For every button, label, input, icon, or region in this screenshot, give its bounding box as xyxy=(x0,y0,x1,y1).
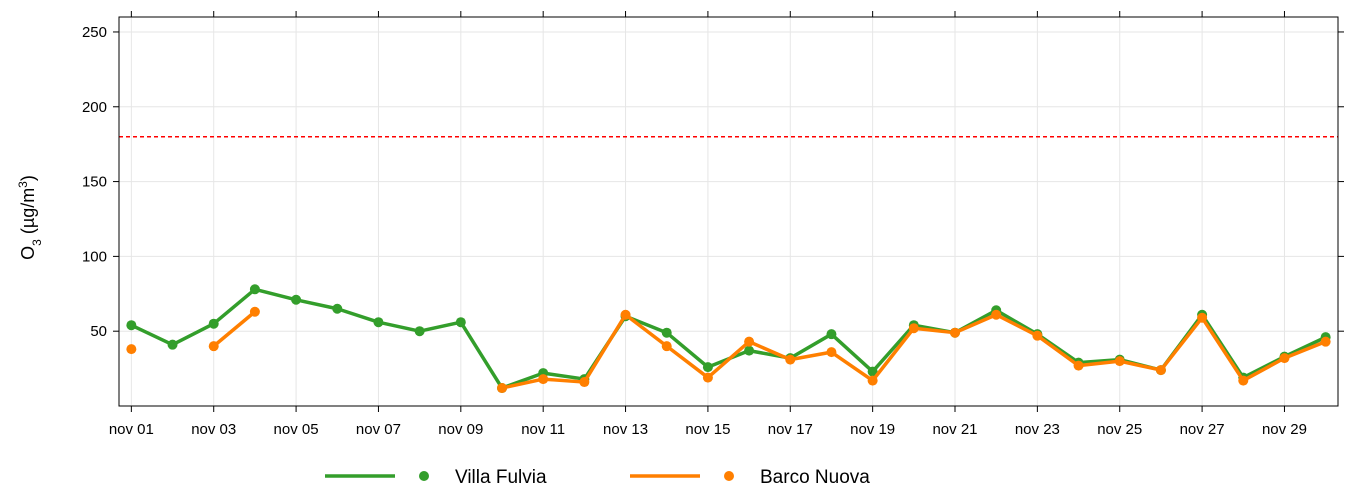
axes: nov 01 nov 03 nov 05 nov 07 nov 09 nov 11 nov … xyxy=(82,11,1344,438)
data-point xyxy=(579,377,590,388)
x-tick-label: nov 05 xyxy=(274,421,319,438)
grid-lines xyxy=(119,17,1338,406)
y-tick-label: 150 xyxy=(82,174,107,191)
y-tick-label: 200 xyxy=(82,99,107,116)
series-line xyxy=(211,309,257,348)
data-point xyxy=(126,344,137,355)
data-point xyxy=(455,317,466,328)
data-point xyxy=(1238,375,1249,386)
data-point xyxy=(744,345,755,356)
y-axis-title: O3 (µg/m3) xyxy=(16,175,44,260)
y-tick-label: 50 xyxy=(90,323,107,340)
ylabel-sup: 3 xyxy=(16,181,30,188)
data-point xyxy=(744,336,755,347)
y-tick-label: 250 xyxy=(82,24,107,41)
data-point xyxy=(785,354,796,365)
data-point xyxy=(332,303,343,314)
data-point xyxy=(1320,336,1331,347)
data-point xyxy=(414,326,425,337)
series-villa-fulvia xyxy=(126,284,1331,394)
ylabel-sub: 3 xyxy=(30,239,44,246)
data-point xyxy=(867,375,878,386)
data-point xyxy=(496,383,507,394)
x-tick-label: nov 27 xyxy=(1180,421,1225,438)
data-point xyxy=(208,341,219,352)
data-point xyxy=(1279,353,1290,364)
data-point xyxy=(867,366,878,377)
data-point xyxy=(826,329,837,340)
x-tick-label: nov 01 xyxy=(109,421,154,438)
data-point xyxy=(1032,330,1043,341)
data-point xyxy=(1073,360,1084,371)
x-tick-label: nov 09 xyxy=(438,421,483,438)
x-tick-label: nov 19 xyxy=(850,421,895,438)
data-point xyxy=(249,306,260,317)
legend-label: Villa Fulvia xyxy=(455,467,547,488)
x-tick-label: nov 03 xyxy=(191,421,236,438)
legend-item: Barco Nuova xyxy=(630,467,870,488)
data-point xyxy=(826,347,837,358)
data-point xyxy=(538,374,549,385)
x-tick-label: nov 29 xyxy=(1262,421,1307,438)
series-layer xyxy=(126,284,1331,394)
x-tick-label: nov 21 xyxy=(932,421,977,438)
data-point xyxy=(702,362,713,373)
data-point xyxy=(908,323,919,334)
legend-label: Barco Nuova xyxy=(760,467,870,488)
data-point xyxy=(291,294,302,305)
x-tick-label: nov 23 xyxy=(1015,421,1060,438)
data-point xyxy=(1114,356,1125,367)
legend-marker xyxy=(724,471,734,481)
ylabel-base: O xyxy=(18,246,38,260)
data-point xyxy=(167,339,178,350)
x-tick-label: nov 25 xyxy=(1097,421,1142,438)
x-tick-label: nov 07 xyxy=(356,421,401,438)
data-point xyxy=(661,327,672,338)
data-point xyxy=(249,284,260,295)
data-point xyxy=(1155,365,1166,376)
series-line xyxy=(129,287,1328,390)
legend-marker xyxy=(419,471,429,481)
legend-item: Villa Fulvia xyxy=(325,467,547,488)
data-point xyxy=(702,372,713,383)
data-point xyxy=(620,309,631,320)
legend: Villa Fulvia Barco Nuova xyxy=(325,467,870,488)
data-point xyxy=(1197,312,1208,323)
x-tick-label: nov 11 xyxy=(521,421,565,438)
data-point xyxy=(126,320,137,331)
data-point xyxy=(950,327,961,338)
ylabel-close: ) xyxy=(18,175,38,181)
data-point xyxy=(373,317,384,328)
plot-frame xyxy=(118,16,1339,407)
data-point xyxy=(661,341,672,352)
ylabel-unit: (µg/m xyxy=(18,188,38,239)
data-point xyxy=(208,318,219,329)
y-axis-label: O3 (µg/m3) xyxy=(16,175,44,260)
series-barco-nuova xyxy=(126,306,1331,394)
x-tick-label: nov 17 xyxy=(768,421,813,438)
data-point xyxy=(991,309,1002,320)
x-tick-label: nov 13 xyxy=(603,421,648,438)
y-tick-label: 100 xyxy=(82,248,107,265)
x-tick-label: nov 15 xyxy=(685,421,730,438)
